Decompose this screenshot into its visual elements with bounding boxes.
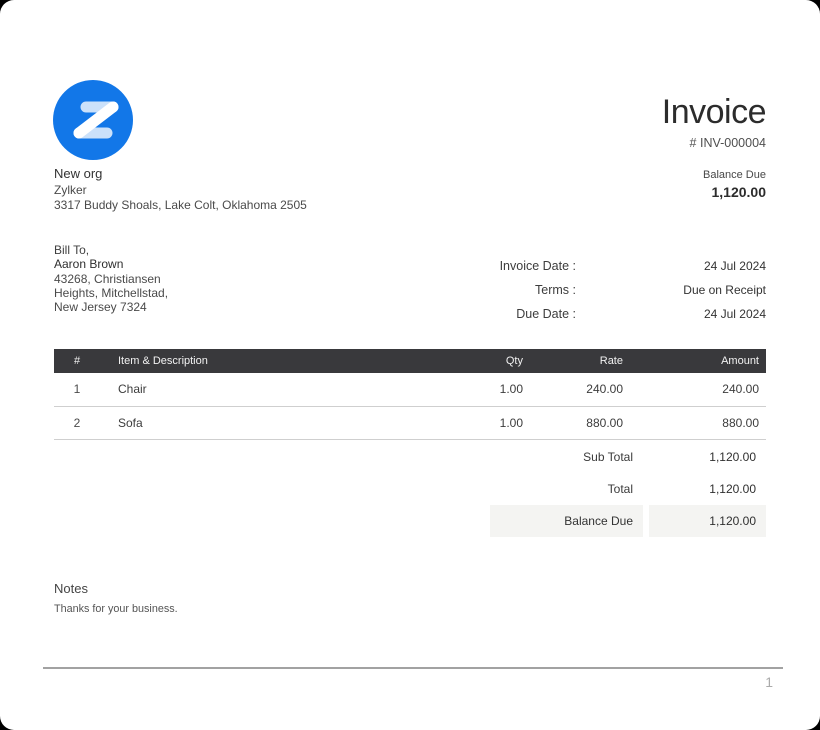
total-label: Total (607, 482, 633, 496)
bill-to-address-line: Heights, Mitchellstad, (54, 285, 169, 300)
terms-row: Terms : Due on Receipt (460, 278, 766, 302)
total-row: Total 1,120.00 (490, 473, 766, 505)
totals-section: Sub Total 1,120.00 Total 1,120.00 Balanc… (490, 441, 766, 537)
balance-due-label: Balance Due (703, 169, 766, 181)
table-row: 1 Chair 1.00 240.00 240.00 (54, 373, 766, 406)
terms-label: Terms : (535, 283, 576, 297)
org-name: New org (54, 166, 103, 181)
col-header-qty: Qty (505, 355, 523, 367)
subtotal-value: 1,120.00 (709, 450, 756, 464)
footer-divider (43, 667, 783, 669)
balance-due-row: Balance Due 1,120.00 (490, 505, 766, 537)
col-header-rate: Rate (599, 355, 623, 367)
col-header-number: # (73, 355, 81, 367)
col-header-amount: Amount (721, 355, 759, 367)
item-number: 2 (73, 415, 81, 430)
table-header-row: # Item & Description Qty Rate Amount (54, 349, 766, 373)
invoice-number: # INV-000004 (689, 136, 766, 150)
item-number: 1 (73, 382, 81, 397)
z-diagonal-bar (73, 101, 119, 139)
org-block: New org Zylker 3317 Buddy Shoals, Lake C… (54, 166, 307, 212)
item-amount: 880.00 (722, 415, 759, 430)
invoice-meta: Invoice Date : 24 Jul 2024 Terms : Due o… (460, 254, 766, 326)
line-items-table: # Item & Description Qty Rate Amount 1 C… (54, 349, 766, 440)
balance-due-row-value: 1,120.00 (649, 505, 766, 537)
item-rate: 240.00 (586, 382, 623, 397)
invoice-date-row: Invoice Date : 24 Jul 2024 (460, 254, 766, 278)
org-logo (53, 80, 133, 160)
bill-to-name: Aaron Brown (54, 257, 124, 272)
item-qty: 1.00 (499, 415, 523, 430)
item-description: Chair (118, 382, 147, 397)
item-qty: 1.00 (499, 382, 523, 397)
total-value: 1,120.00 (709, 482, 756, 496)
due-date-label: Due Date : (516, 307, 576, 321)
subtotal-row: Sub Total 1,120.00 (490, 441, 766, 473)
item-description: Sofa (118, 415, 143, 430)
page-number: 1 (765, 674, 773, 690)
bill-to-block: Bill To, Aaron Brown 43268, Christiansen… (54, 243, 168, 314)
bill-to-address-line: New Jersey 7324 (54, 300, 147, 315)
balance-due-row-label: Balance Due (490, 505, 643, 537)
due-date-value: 24 Jul 2024 (703, 307, 766, 321)
bill-to-label: Bill To, (54, 243, 90, 257)
invoice-date-value: 24 Jul 2024 (703, 259, 766, 273)
invoice-date-label: Invoice Date : (499, 259, 576, 273)
bill-to-address-line: 43268, Christiansen (54, 271, 161, 286)
due-date-row: Due Date : 24 Jul 2024 (460, 302, 766, 326)
item-rate: 880.00 (586, 415, 623, 430)
notes-title: Notes (54, 581, 88, 596)
invoice-title: Invoice (661, 93, 767, 131)
z-logo-icon (53, 80, 133, 160)
table-row: 2 Sofa 1.00 880.00 880.00 (54, 406, 766, 439)
org-address: 3317 Buddy Shoals, Lake Colt, Oklahoma 2… (54, 197, 307, 212)
invoice-header: Invoice # INV-000004 (661, 93, 767, 151)
col-header-item: Item & Description (118, 355, 208, 367)
org-company: Zylker (54, 183, 87, 197)
item-amount: 240.00 (722, 382, 759, 397)
subtotal-label: Sub Total (583, 450, 633, 464)
balance-due-value: 1,120.00 (711, 184, 767, 200)
terms-value: Due on Receipt (683, 283, 766, 297)
balance-due-summary: Balance Due 1,120.00 (703, 169, 766, 201)
notes-text: Thanks for your business. (54, 603, 178, 615)
notes-section: Notes Thanks for your business. (54, 581, 178, 616)
